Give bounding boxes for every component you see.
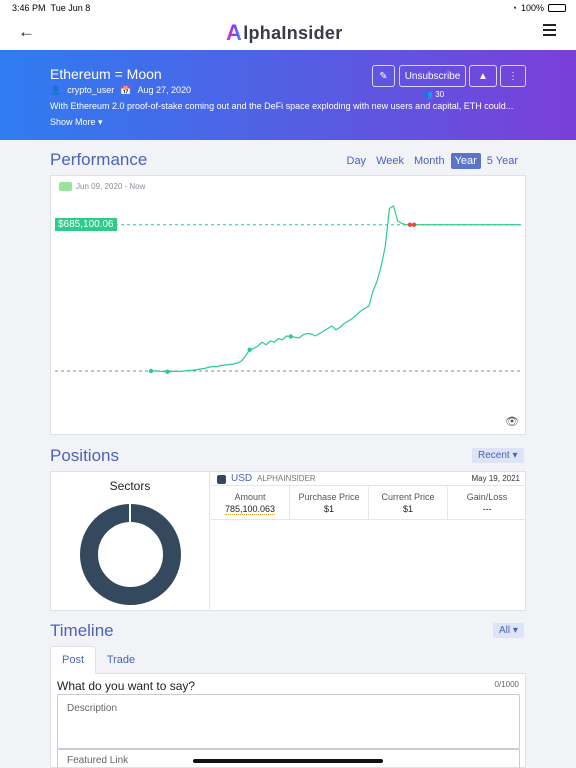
current-price-cell: Current Price $1: [369, 487, 448, 519]
battery-icon: [548, 4, 566, 12]
equity-series-line: [150, 205, 521, 373]
battery-percent: 100%: [520, 3, 544, 13]
buy-marker: [247, 347, 252, 352]
sell-marker: [407, 222, 413, 227]
tab-trade[interactable]: Trade: [106, 654, 136, 666]
tab-post[interactable]: Post: [50, 646, 96, 674]
range-5-year[interactable]: 5 Year: [486, 155, 518, 167]
square-icon: [217, 475, 226, 484]
timeline-filter-dropdown[interactable]: All ▾: [493, 623, 524, 638]
user-icon: 👤: [50, 85, 62, 95]
gain-loss-cell: Gain/Loss ---: [466, 492, 508, 514]
vertical-dots-icon: ⋮: [508, 70, 518, 82]
positions-card: Sectors USD ALPHAINSIDER May 19, 2021 Am…: [50, 471, 526, 611]
wifi-icon: ◔: [511, 3, 517, 13]
subscriber-count: 👥 30: [423, 90, 445, 99]
amount-cell: Amount 785,100.063: [211, 487, 290, 519]
current-value-label: $685,100.06: [55, 217, 117, 231]
strategy-meta: 👤 crypto_user 📅 Aug 27, 2020: [50, 85, 191, 96]
position-row[interactable]: USD ALPHAINSIDER May 19, 2021: [211, 472, 526, 486]
timeline-title: Timeline: [50, 621, 114, 640]
eye-icon[interactable]: 👁: [505, 416, 519, 428]
range-year[interactable]: Year: [450, 153, 481, 169]
chart-canvas: [55, 205, 521, 374]
range-week[interactable]: Week: [376, 155, 404, 167]
position-details: Amount 785,100.063 Purchase Price $1 Cur…: [211, 487, 526, 520]
chart-date-range: Jun 09, 2020 - Now: [59, 182, 145, 191]
purchase-price-cell: Purchase Price $1: [290, 487, 369, 519]
sell-marker: [411, 222, 417, 227]
strategy-description: With Ethereum 2.0 proof-of-stake coming …: [50, 101, 514, 111]
show-more-link[interactable]: Show More ▾: [50, 117, 103, 127]
strategy-title: Ethereum = Moon: [50, 66, 162, 82]
performance-chart: Jun 09, 2020 - Now $685,100.06 👁: [50, 175, 526, 435]
sectors-panel: Sectors: [51, 472, 210, 610]
buy-marker: [148, 368, 154, 374]
home-indicator[interactable]: [193, 759, 383, 763]
status-time: 3:46 PM Tue Jun 8: [12, 3, 91, 13]
performance-title: Performance: [50, 150, 148, 169]
position-symbol: USD: [231, 473, 253, 484]
more-options-button[interactable]: ⋮: [500, 65, 526, 87]
amount-value[interactable]: 785,100.063: [224, 504, 276, 515]
app-logo: A lphaInsider: [226, 20, 343, 46]
bull-bear-button[interactable]: ▲: [469, 65, 497, 87]
buy-marker: [288, 334, 293, 339]
calendar-icon: 📅: [120, 85, 132, 95]
pencil-icon: ✎: [379, 70, 388, 82]
composer-prompt: What do you want to say?: [57, 679, 196, 693]
app-header: ← A lphaInsider: [0, 16, 576, 50]
character-counter: 0/1000: [494, 680, 519, 689]
range-month[interactable]: Month: [413, 155, 445, 167]
sectors-label: Sectors: [109, 479, 151, 493]
status-right: ◔ 100%: [512, 3, 566, 13]
buy-marker: [165, 369, 170, 374]
position-source: ALPHAINSIDER: [257, 474, 316, 483]
strategy-created: Aug 27, 2020: [137, 85, 192, 95]
timeline-tabs: Post Trade: [50, 646, 526, 674]
logo-text: lphaInsider: [243, 22, 343, 43]
scale-icon: [59, 182, 72, 191]
status-bar: 3:46 PM Tue Jun 8 ◔ 100%: [0, 0, 576, 16]
strategy-header: Ethereum = Moon 👤 crypto_user 📅 Aug 27, …: [0, 50, 576, 140]
edit-button[interactable]: ✎: [372, 65, 395, 87]
positions-title: Positions: [50, 446, 119, 465]
unsubscribe-button[interactable]: Unsubscribe: [399, 65, 466, 87]
featured-link-field[interactable]: Featured Link: [57, 749, 520, 768]
strategy-user[interactable]: crypto_user: [67, 85, 115, 95]
back-arrow-icon[interactable]: ←: [18, 22, 35, 41]
users-icon: 👥: [423, 90, 433, 99]
post-composer: What do you want to say? 0/1000 Descript…: [50, 674, 526, 768]
description-field[interactable]: Description: [57, 694, 520, 749]
position-date: May 19, 2021: [471, 474, 520, 483]
bull-icon: ▲: [478, 70, 488, 82]
range-selector: Day Week Month Year 5 Year: [343, 153, 523, 169]
range-day[interactable]: Day: [346, 155, 367, 167]
sort-dropdown[interactable]: Recent ▾: [472, 448, 524, 463]
logo-mark: A: [226, 20, 243, 45]
hamburger-menu-icon[interactable]: [543, 24, 556, 39]
